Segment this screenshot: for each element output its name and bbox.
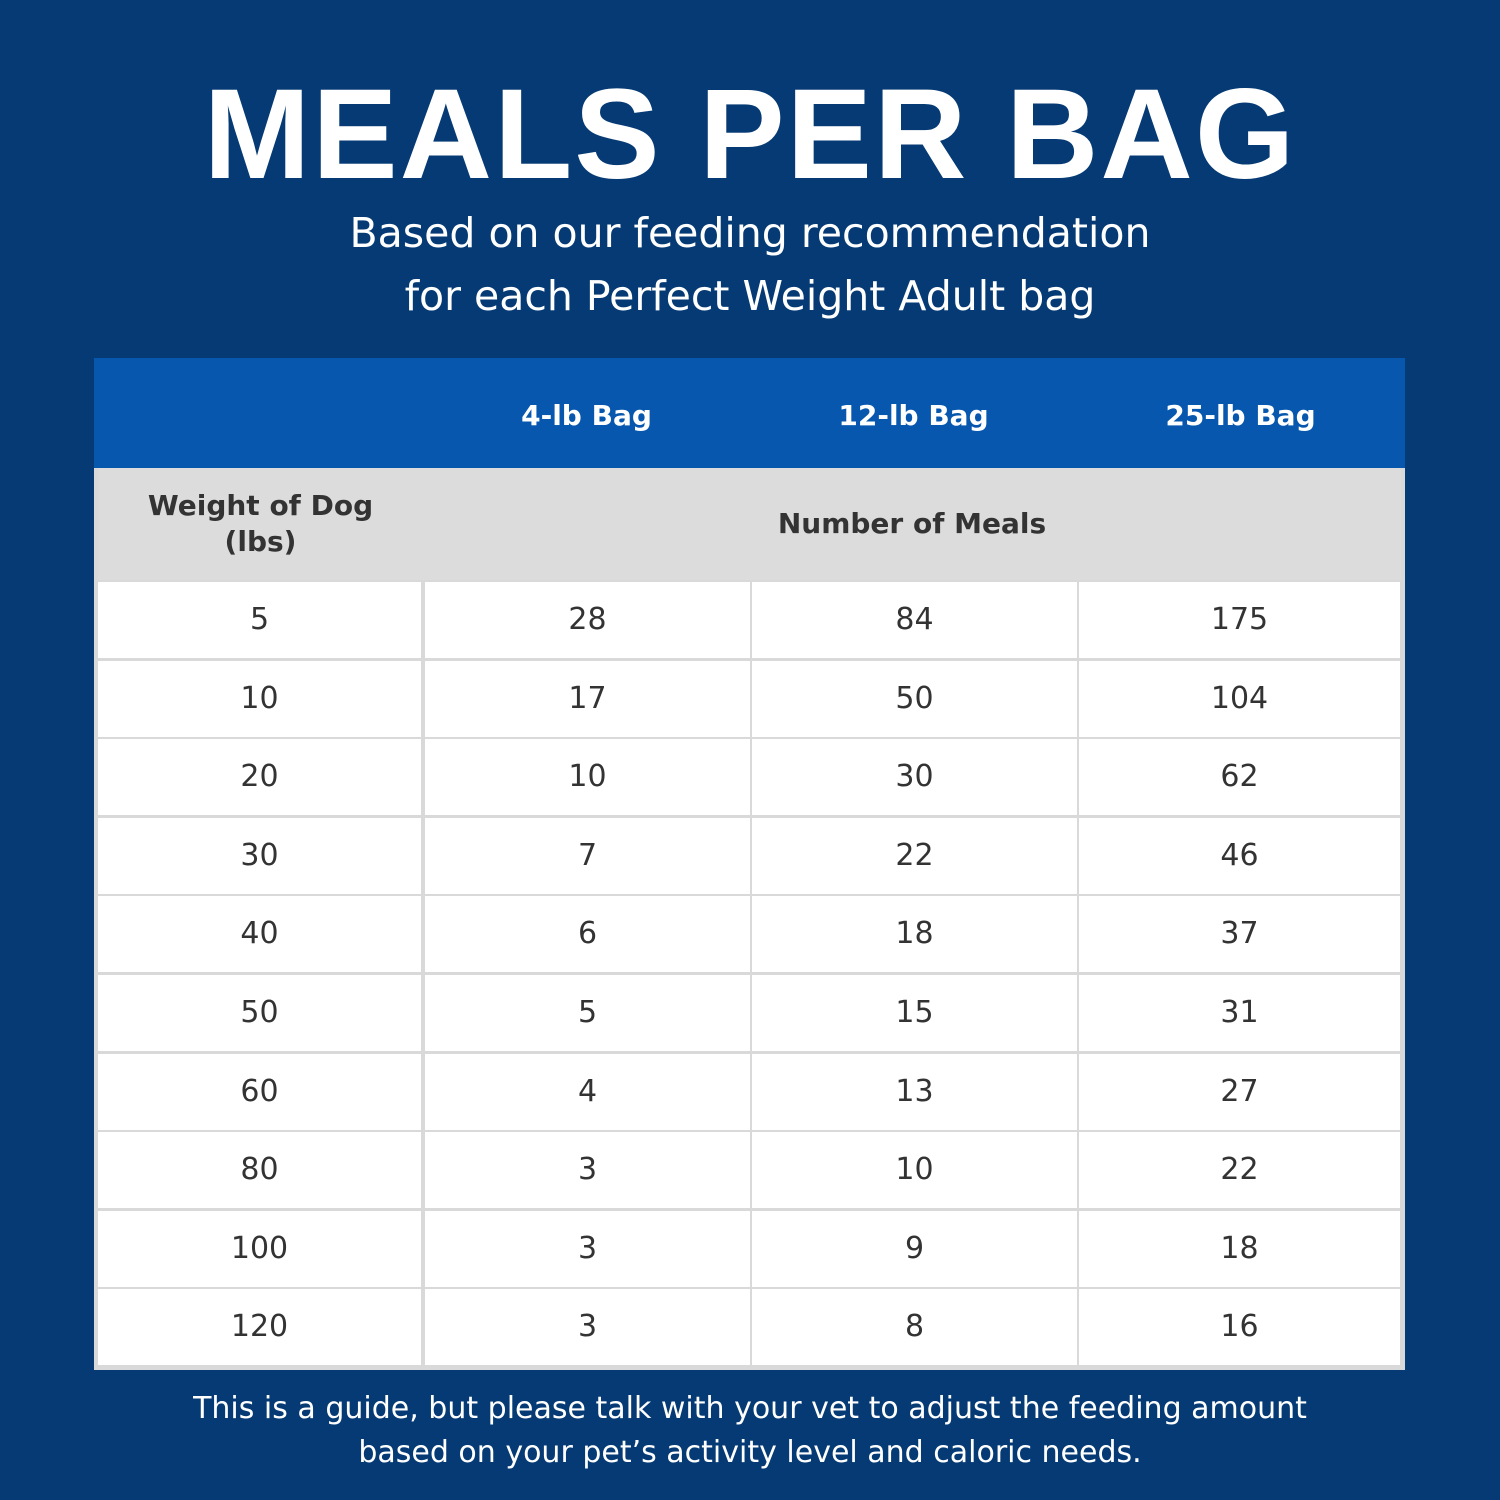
table-cell: 17	[425, 660, 750, 737]
table-cell: 10	[425, 739, 750, 816]
table-cell: 100	[98, 1210, 421, 1287]
label-line: (lbs)	[224, 525, 297, 558]
table-cell: 30	[98, 817, 421, 894]
table-cell: 4	[425, 1053, 750, 1130]
table-cell: 62	[1079, 739, 1400, 816]
column-header: 25-lb Bag	[1165, 399, 1316, 432]
footnote: This is a guide, but please talk with yo…	[193, 1391, 1307, 1426]
title: MEALS PER BAG	[203, 63, 1297, 206]
table-cell: 5	[98, 582, 421, 658]
table-cell: 104	[1079, 660, 1400, 737]
label-line: Weight of Dog	[147, 489, 374, 522]
table-cell: 18	[1079, 1210, 1400, 1287]
table-cell: 27	[1079, 1053, 1400, 1130]
table-cell: 80	[98, 1132, 421, 1209]
table-cell: 22	[752, 817, 1077, 894]
table-subheader: Weight of Dog (lbs) Number of Meals	[98, 468, 1401, 580]
table-cell: 7	[425, 817, 750, 894]
table-cell: 13	[752, 1053, 1077, 1130]
table-cell: 5	[425, 975, 750, 1051]
table: 4-lb Bag 12-lb Bag 25-lb Bag Weight of Dog…	[94, 358, 1405, 1370]
table-cell: 16	[1079, 1289, 1400, 1366]
table-cell: 3	[425, 1132, 750, 1209]
table-cell: 3	[425, 1289, 750, 1366]
table-cell: 6	[425, 896, 750, 973]
column-header: 12-lb Bag	[838, 399, 989, 432]
table-cell: 50	[752, 660, 1077, 737]
table-cell: 50	[98, 975, 421, 1051]
table-cell: 40	[98, 896, 421, 973]
subtitle: for each Perfect Weight Adult bag	[404, 272, 1096, 320]
table-cell: 10	[752, 1132, 1077, 1209]
table-cell: 84	[752, 582, 1077, 658]
table-cell: 60	[98, 1053, 421, 1130]
table-cell: 120	[98, 1289, 421, 1366]
table-cell: 37	[1079, 896, 1400, 973]
table-cell: 28	[425, 582, 750, 658]
table-cell: 22	[1079, 1132, 1400, 1209]
table-cell: 9	[752, 1210, 1077, 1287]
value-header-label: Number of Meals	[777, 507, 1047, 540]
footnote: based on your pet’s activity level and c…	[358, 1435, 1142, 1470]
subtitle: Based on our feeding recommendation	[349, 209, 1151, 257]
table-cell: 15	[752, 975, 1077, 1051]
table-cell: 30	[752, 739, 1077, 816]
table-cell: 175	[1079, 582, 1400, 658]
table-cell: 3	[425, 1210, 750, 1287]
table-header: 4-lb Bag 12-lb Bag 25-lb Bag	[94, 358, 1405, 468]
table-cell: 20	[98, 739, 421, 816]
column-header: 4-lb Bag	[521, 399, 652, 432]
table-cell: 8	[752, 1289, 1077, 1366]
table-cell: 46	[1079, 817, 1400, 894]
row-header-label: Weight of Dog (lbs)	[98, 488, 423, 560]
table-cell: 10	[98, 660, 421, 737]
table-cell: 18	[752, 896, 1077, 973]
table-cell: 31	[1079, 975, 1400, 1051]
